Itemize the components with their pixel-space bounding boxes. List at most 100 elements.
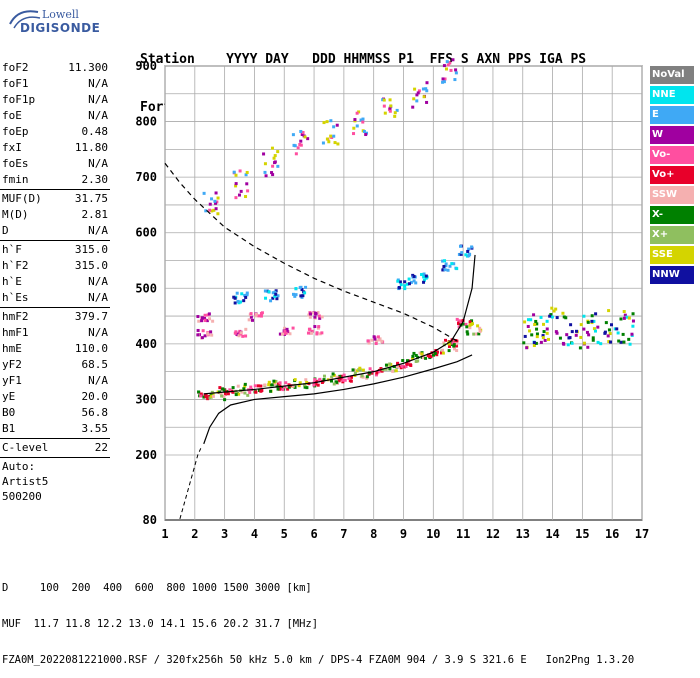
echo-point-e-direction bbox=[467, 247, 471, 251]
echo-point-w-direction bbox=[278, 332, 282, 336]
legend-item-vo-: Vo- bbox=[650, 146, 694, 164]
y-tick-label: 80 bbox=[143, 513, 157, 527]
echo-point-w-direction bbox=[254, 312, 258, 316]
legend-item-sse: SSE bbox=[650, 246, 694, 264]
echo-point-x-trace bbox=[421, 356, 425, 360]
echo-point-multihop bbox=[245, 182, 249, 186]
echo-point-x-trace bbox=[336, 381, 340, 385]
echo-point-x-trace bbox=[358, 366, 362, 370]
echo-point-x-trace bbox=[291, 384, 295, 388]
echo-point-e-direction bbox=[424, 276, 428, 280]
echo-point-o-trace bbox=[469, 320, 473, 324]
echo-point-o-trace bbox=[370, 371, 374, 375]
echo-point-o-trace bbox=[276, 382, 280, 386]
echo-point-w-direction bbox=[259, 314, 263, 318]
autoscaler-version: 500200 bbox=[2, 490, 42, 503]
param-row: foF2 11.300 bbox=[0, 60, 110, 76]
echo-point-w-direction bbox=[314, 312, 318, 316]
echo-point-e-direction bbox=[233, 301, 237, 305]
echo-point-w-direction bbox=[244, 334, 248, 338]
echo-point-x-trace bbox=[452, 343, 456, 347]
echo-point-o-trace bbox=[468, 320, 472, 324]
echo-point-spread-f bbox=[558, 336, 562, 340]
y-tick-label: 700 bbox=[135, 170, 157, 184]
echo-point-e-direction bbox=[237, 301, 241, 305]
echo-point-o-trace bbox=[204, 395, 208, 399]
echo-point-x-trace bbox=[384, 367, 388, 371]
echo-point-spread-f bbox=[526, 324, 530, 328]
echo-point-o-trace bbox=[433, 351, 437, 355]
echo-point-o-trace bbox=[254, 390, 258, 394]
echo-point-w-direction bbox=[257, 314, 261, 318]
echo-point-w-direction bbox=[283, 332, 287, 336]
echo-point-w-direction bbox=[210, 333, 214, 337]
echo-point-x-trace bbox=[385, 363, 389, 367]
echo-point-e-direction bbox=[271, 291, 275, 295]
echo-point-o-trace bbox=[428, 356, 432, 360]
echo-point-x-trace bbox=[246, 393, 250, 397]
echo-point-multihop bbox=[273, 161, 277, 165]
echo-point-multihop bbox=[276, 150, 280, 154]
echo-point-o-trace bbox=[247, 388, 251, 392]
echo-point-w-direction bbox=[283, 329, 287, 333]
echo-point-o-trace bbox=[223, 388, 227, 392]
echo-point-multihop bbox=[291, 133, 295, 137]
echo-point-o-trace bbox=[336, 376, 340, 380]
echo-point-o-trace bbox=[371, 370, 375, 374]
echo-point-x-trace bbox=[210, 395, 214, 399]
echo-point-spread-f bbox=[607, 309, 611, 313]
echo-point-x-trace bbox=[361, 368, 365, 372]
echo-point-spread-f bbox=[567, 336, 571, 340]
echo-point-spread-f bbox=[613, 327, 617, 331]
echo-point-e-direction bbox=[235, 291, 239, 295]
echo-point-w-direction bbox=[284, 331, 288, 335]
echo-point-e-direction bbox=[233, 296, 237, 300]
echo-point-e-direction bbox=[403, 280, 407, 284]
echo-point-e-direction bbox=[274, 292, 278, 296]
echo-point-w-direction bbox=[235, 332, 239, 336]
echo-point-e-direction bbox=[414, 281, 418, 285]
echo-point-o-trace bbox=[256, 384, 260, 388]
echo-point-e-direction bbox=[443, 259, 447, 263]
echo-point-w-direction bbox=[196, 328, 200, 332]
echo-point-w-direction bbox=[284, 329, 288, 333]
param-row: h`E N/A bbox=[0, 274, 110, 290]
echo-point-x-trace bbox=[447, 341, 451, 345]
param-group-critical-frequencies: foF2 11.300 foF1 N/A foF1p N/A foE N/A foEp 0.48 f… bbox=[0, 60, 110, 188]
echo-point-spread-f bbox=[522, 341, 526, 345]
echo-point-o-trace bbox=[313, 377, 317, 381]
echo-point-spread-f bbox=[569, 341, 573, 345]
echo-point-o-trace bbox=[321, 380, 325, 384]
echo-point-o-trace bbox=[278, 384, 282, 388]
footer-file-info: FZA0M_2022081221000.RSF / 320fx256h 50 k… bbox=[2, 654, 635, 666]
echo-point-spread-f bbox=[549, 313, 553, 317]
echo-point-o-trace bbox=[409, 363, 413, 367]
echo-point-x-trace bbox=[239, 388, 243, 392]
y-tick-label: 500 bbox=[135, 281, 157, 295]
echo-point-multihop bbox=[215, 200, 219, 204]
echo-point-o-trace bbox=[210, 394, 214, 398]
echo-point-e-direction bbox=[409, 280, 413, 284]
echo-point-o-trace bbox=[455, 317, 459, 321]
echo-point-e-direction bbox=[242, 299, 246, 303]
param-value: N/A bbox=[88, 374, 108, 387]
echo-point-spread-f bbox=[587, 333, 591, 337]
echo-point-x-trace bbox=[291, 384, 295, 388]
param-row: foF1p N/A bbox=[0, 92, 110, 108]
echo-point-x-trace bbox=[305, 386, 309, 390]
echo-point-w-direction bbox=[254, 314, 258, 318]
echo-point-e-direction bbox=[448, 264, 452, 268]
echo-point-o-trace bbox=[314, 379, 318, 383]
echo-point-x-trace bbox=[335, 375, 339, 379]
echo-point-multihop bbox=[293, 144, 297, 148]
echo-point-x-trace bbox=[389, 363, 393, 367]
x-tick-label: 17 bbox=[635, 527, 649, 541]
echo-point-x-trace bbox=[269, 389, 273, 393]
echo-point-spread-f bbox=[574, 333, 578, 337]
echo-point-spread-f bbox=[554, 307, 558, 311]
echo-point-o-trace bbox=[253, 390, 257, 394]
echo-point-x-trace bbox=[395, 365, 399, 369]
x-tick-label: 1 bbox=[161, 527, 168, 541]
echo-point-w-direction bbox=[197, 319, 201, 323]
param-value: 315.0 bbox=[74, 243, 108, 256]
